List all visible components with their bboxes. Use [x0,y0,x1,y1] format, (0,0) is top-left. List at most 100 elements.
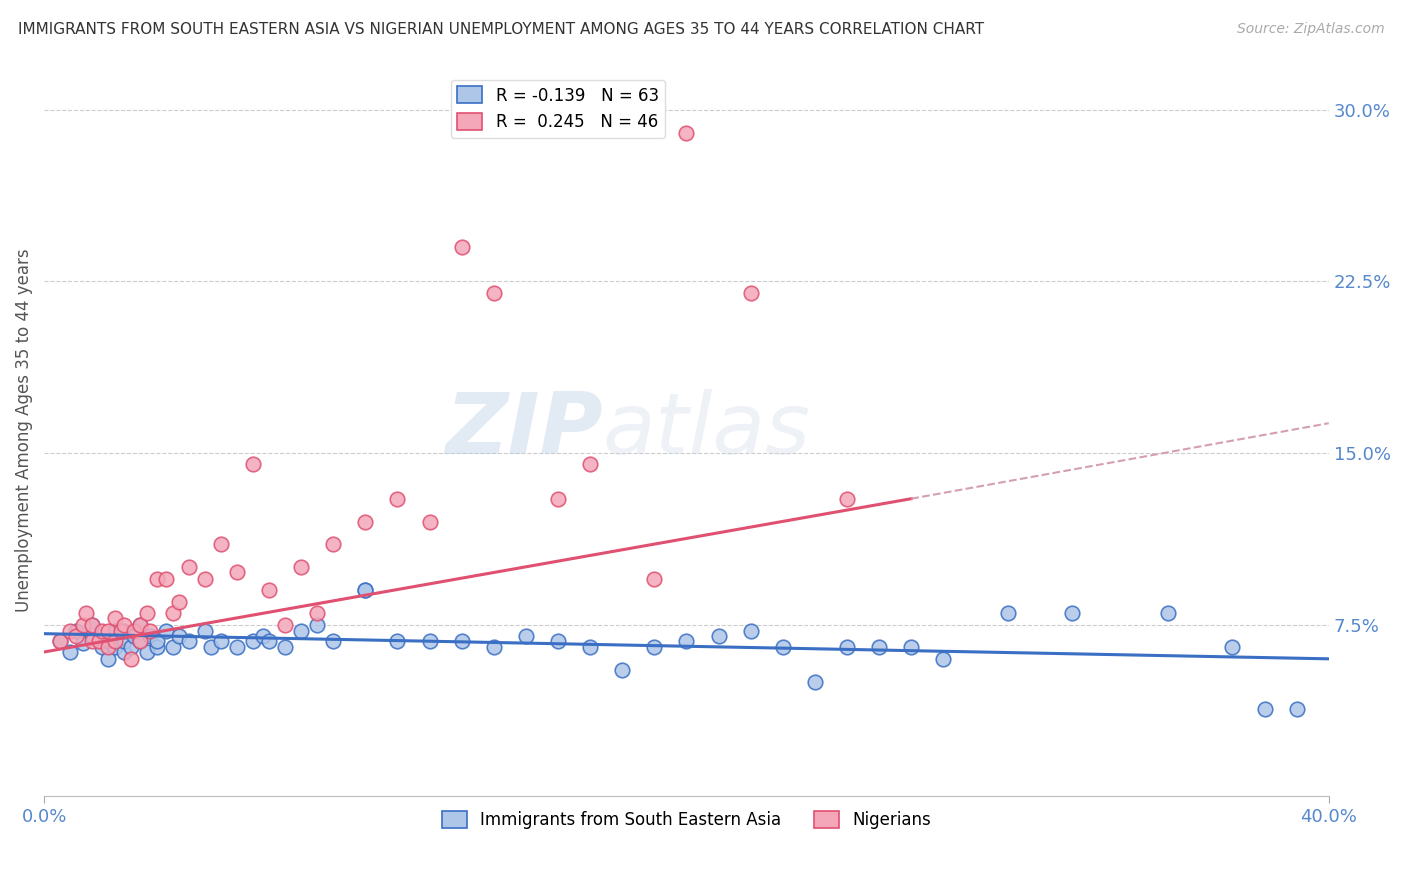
Point [675,633,697,648]
Point [354,515,377,529]
Text: IMMIGRANTS FROM SOUTH EASTERN ASIA VS NIGERIAN UNEMPLOYMENT AMONG AGES 35 TO 44 : IMMIGRANTS FROM SOUTH EASTERN ASIA VS NI… [18,22,984,37]
Point [145,572,167,586]
Point [579,458,602,472]
Point [145,640,167,655]
Point [307,606,329,620]
Point [90,640,112,655]
Point [274,640,297,655]
Point [868,640,890,655]
Point [418,515,440,529]
Point [1285,702,1308,716]
Point [482,285,505,300]
Point [167,594,190,608]
Point [145,633,167,648]
Point [675,126,697,140]
Point [643,572,665,586]
Point [162,606,184,620]
Text: atlas: atlas [603,389,811,472]
Point [740,624,762,639]
Point [932,652,955,666]
Point [82,617,104,632]
Point [1222,640,1244,655]
Point [82,617,104,632]
Point [129,617,152,632]
Point [97,652,120,666]
Point [835,491,858,506]
Point [82,633,104,648]
Point [162,640,184,655]
Point [120,640,142,655]
Point [307,617,329,632]
Point [177,560,200,574]
Point [104,610,127,624]
Point [59,624,82,639]
Point [59,645,82,659]
Point [354,583,377,598]
Point [97,640,120,655]
Point [135,645,157,659]
Point [112,645,135,659]
Legend: Immigrants from South Eastern Asia, Nigerians: Immigrants from South Eastern Asia, Nige… [434,804,938,835]
Point [122,629,145,643]
Point [707,629,730,643]
Point [49,633,72,648]
Point [418,633,440,648]
Point [97,624,120,639]
Point [129,633,152,648]
Point [139,629,162,643]
Point [804,674,827,689]
Point [1060,606,1083,620]
Point [257,583,280,598]
Point [129,617,152,632]
Point [194,572,217,586]
Point [290,560,312,574]
Point [122,624,145,639]
Point [90,624,112,639]
Point [835,640,858,655]
Point [354,583,377,598]
Point [72,617,94,632]
Point [155,572,177,586]
Point [225,565,247,579]
Point [547,633,569,648]
Point [177,633,200,648]
Point [387,633,409,648]
Point [225,640,247,655]
Text: ZIP: ZIP [446,389,603,472]
Point [547,491,569,506]
Point [167,629,190,643]
Point [322,537,344,551]
Point [290,624,312,639]
Point [322,633,344,648]
Point [1157,606,1180,620]
Point [200,640,222,655]
Point [252,629,274,643]
Point [209,537,232,551]
Point [110,624,132,639]
Point [900,640,922,655]
Point [120,652,142,666]
Point [387,491,409,506]
Point [82,629,104,643]
Point [112,617,135,632]
Point [997,606,1019,620]
Point [194,624,217,639]
Point [257,633,280,648]
Point [49,633,72,648]
Point [112,624,135,639]
Point [104,624,127,639]
Point [450,240,472,254]
Point [104,633,127,648]
Point [450,633,472,648]
Point [209,633,232,648]
Point [139,624,162,639]
Point [72,636,94,650]
Point [242,633,264,648]
Text: Source: ZipAtlas.com: Source: ZipAtlas.com [1237,22,1385,37]
Point [87,633,110,648]
Point [482,640,505,655]
Point [155,624,177,639]
Point [643,640,665,655]
Point [242,458,264,472]
Point [1253,702,1275,716]
